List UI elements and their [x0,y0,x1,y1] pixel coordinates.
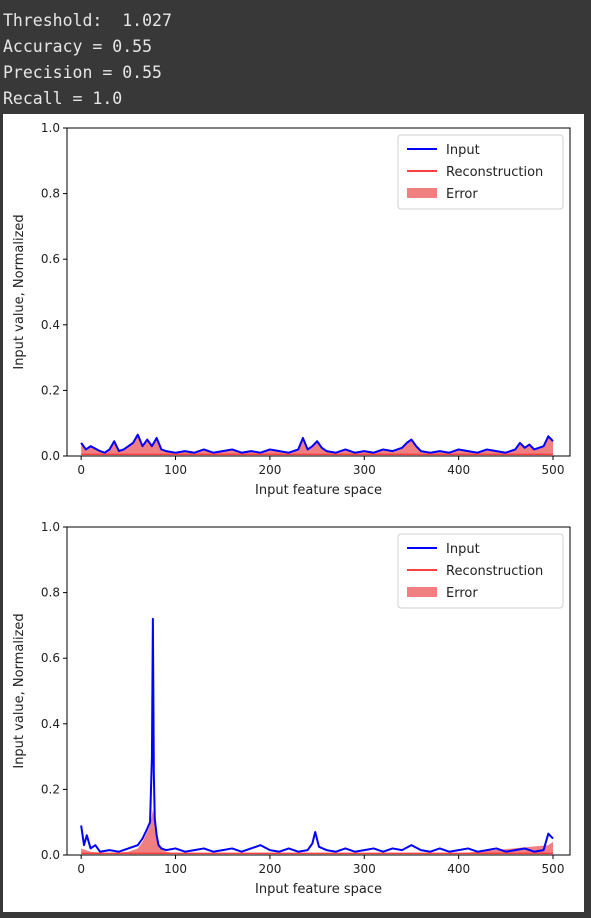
legend-box [397,533,564,609]
y-tick-label: 0.0 [41,848,60,862]
accuracy-output: Accuracy = 0.55 [3,37,153,56]
legend-label: Reconstruction [446,564,543,579]
input-line [80,617,554,853]
legend-label: Input [446,143,480,158]
legend-label: Input [446,542,480,557]
input-line [80,433,554,454]
y-tick-label: 0.8 [41,187,60,201]
y-axis-label: Input value, Normalized [12,613,27,768]
chart-2: 0 100 200 300 400 500 0.0 0.2 0.4 0.6 0.8 1.0 Input … [12,520,571,897]
x-tick-label: 400 [447,862,470,876]
y-tick-label: 0.8 [41,586,60,600]
threshold-output: Threshold: 1.027 [3,11,172,30]
chart-1: 0 100 200 300 400 500 0.0 0.2 0.4 0.6 0.8 1.0 Input … [12,121,571,498]
y-tick-label: 1.0 [41,121,60,135]
y-tick-label: 0.0 [41,449,60,463]
error-area [81,809,554,854]
axes-frame [66,127,571,457]
x-axis-label: Input feature space [255,483,382,498]
x-tick-label: 200 [258,463,281,477]
y-axis-label: Input value, Normalized [12,214,27,369]
figure: 0 100 200 300 400 500 0.0 0.2 0.4 0.6 0.8 1.0 Input … [3,114,584,912]
x-tick-label: 300 [353,463,376,477]
y-tick-label: 0.6 [41,252,60,266]
recall-output: Recall = 1.0 [3,89,123,108]
legend-error-swatch [407,587,437,597]
legend-label: Error [446,187,478,202]
x-tick-label: 200 [258,862,281,876]
precision-output: Precision = 0.55 [3,63,162,82]
y-tick-label: 0.2 [41,383,60,397]
error-area [81,434,554,455]
x-tick-label: 500 [542,463,565,477]
x-tick-label: 400 [447,463,470,477]
legend-error-swatch [407,188,437,198]
x-axis-label: Input feature space [255,882,382,897]
x-tick-label: 100 [164,862,187,876]
legend-label: Error [446,586,478,601]
x-tick-label: 0 [77,862,85,876]
y-tick-label: 0.2 [41,782,60,796]
x-tick-label: 0 [77,463,85,477]
y-tick-label: 0.4 [41,717,60,731]
x-tick-label: 100 [164,463,187,477]
y-tick-label: 1.0 [41,520,60,534]
y-tick-label: 0.4 [41,318,60,332]
axes-frame [66,526,571,856]
y-tick-label: 0.6 [41,651,60,665]
x-tick-label: 500 [542,862,565,876]
legend-label: Reconstruction [446,165,543,180]
x-tick-label: 300 [353,862,376,876]
plots-svg: 0 100 200 300 400 500 0.0 0.2 0.4 0.6 0.8 1.0 Input … [12,121,571,897]
legend-box [397,134,564,210]
